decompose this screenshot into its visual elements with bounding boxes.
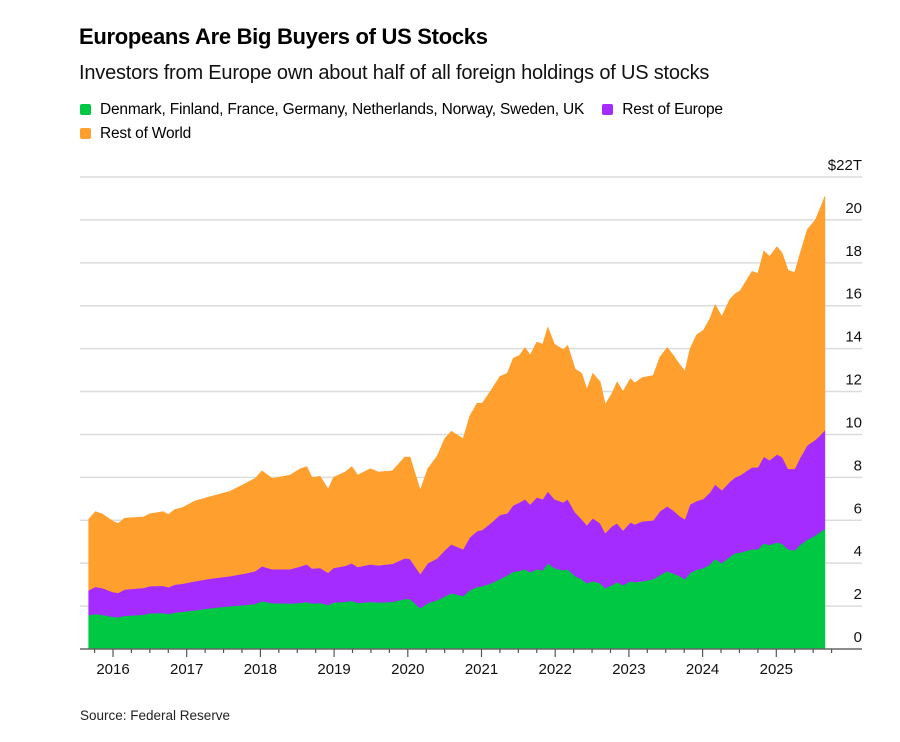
chart-subtitle: Investors from Europe own about half of … xyxy=(79,62,710,84)
y-tick-label: 20 xyxy=(845,200,862,217)
area-rest-of-world xyxy=(88,196,826,594)
x-tick-label: 2020 xyxy=(391,661,424,678)
source-note: Source: Federal Reserve xyxy=(80,708,231,723)
y-tick-label: $22T xyxy=(828,157,862,174)
y-tick-label: 6 xyxy=(854,500,862,517)
y-tick-label: 16 xyxy=(845,286,862,303)
y-tick-label: 8 xyxy=(854,457,862,474)
x-tick-label: 2023 xyxy=(612,661,645,678)
legend: Denmark, Finland, France, Germany, Nethe… xyxy=(80,98,880,146)
series-areas xyxy=(88,196,826,650)
legend-label: Rest of World xyxy=(100,125,192,142)
legend-label: Denmark, Finland, France, Germany, Nethe… xyxy=(100,101,585,118)
x-tick-label: 2022 xyxy=(539,661,572,678)
x-tick-label: 2018 xyxy=(244,661,277,678)
y-tick-label: 4 xyxy=(854,543,862,560)
y-tick-label: 18 xyxy=(845,243,862,260)
y-tick-label: 2 xyxy=(854,586,862,603)
legend-swatch-purple xyxy=(602,104,614,115)
legend-swatch-green xyxy=(80,104,91,115)
y-tick-label: 12 xyxy=(845,372,862,389)
legend-item-rest-of-europe: Rest of Europe xyxy=(602,98,723,121)
x-tick-label: 2021 xyxy=(465,661,498,678)
y-tick-label: 14 xyxy=(845,329,862,346)
x-tick-label: 2019 xyxy=(317,661,350,678)
x-tick-label: 2024 xyxy=(686,661,719,678)
x-tick-label: 2025 xyxy=(760,661,793,678)
chart-title: Europeans Are Big Buyers of US Stocks xyxy=(79,24,488,49)
y-tick-label: 0 xyxy=(854,629,862,646)
legend-item-nordic-core-europe: Denmark, Finland, France, Germany, Nethe… xyxy=(80,98,584,121)
y-axis: 0 2 4 6 8 10 12 14 16 18 20 $22T xyxy=(828,157,862,646)
legend-item-rest-of-world: Rest of World xyxy=(80,122,191,145)
legend-label: Rest of Europe xyxy=(622,101,723,118)
x-axis: 2016 2017 2018 2019 2020 2021 2022 2023 2024 2025 xyxy=(80,648,862,678)
x-tick-label: 2017 xyxy=(170,661,203,678)
x-tick-label: 2016 xyxy=(96,661,129,678)
legend-swatch-orange xyxy=(80,128,91,139)
y-tick-label: 10 xyxy=(845,414,862,431)
